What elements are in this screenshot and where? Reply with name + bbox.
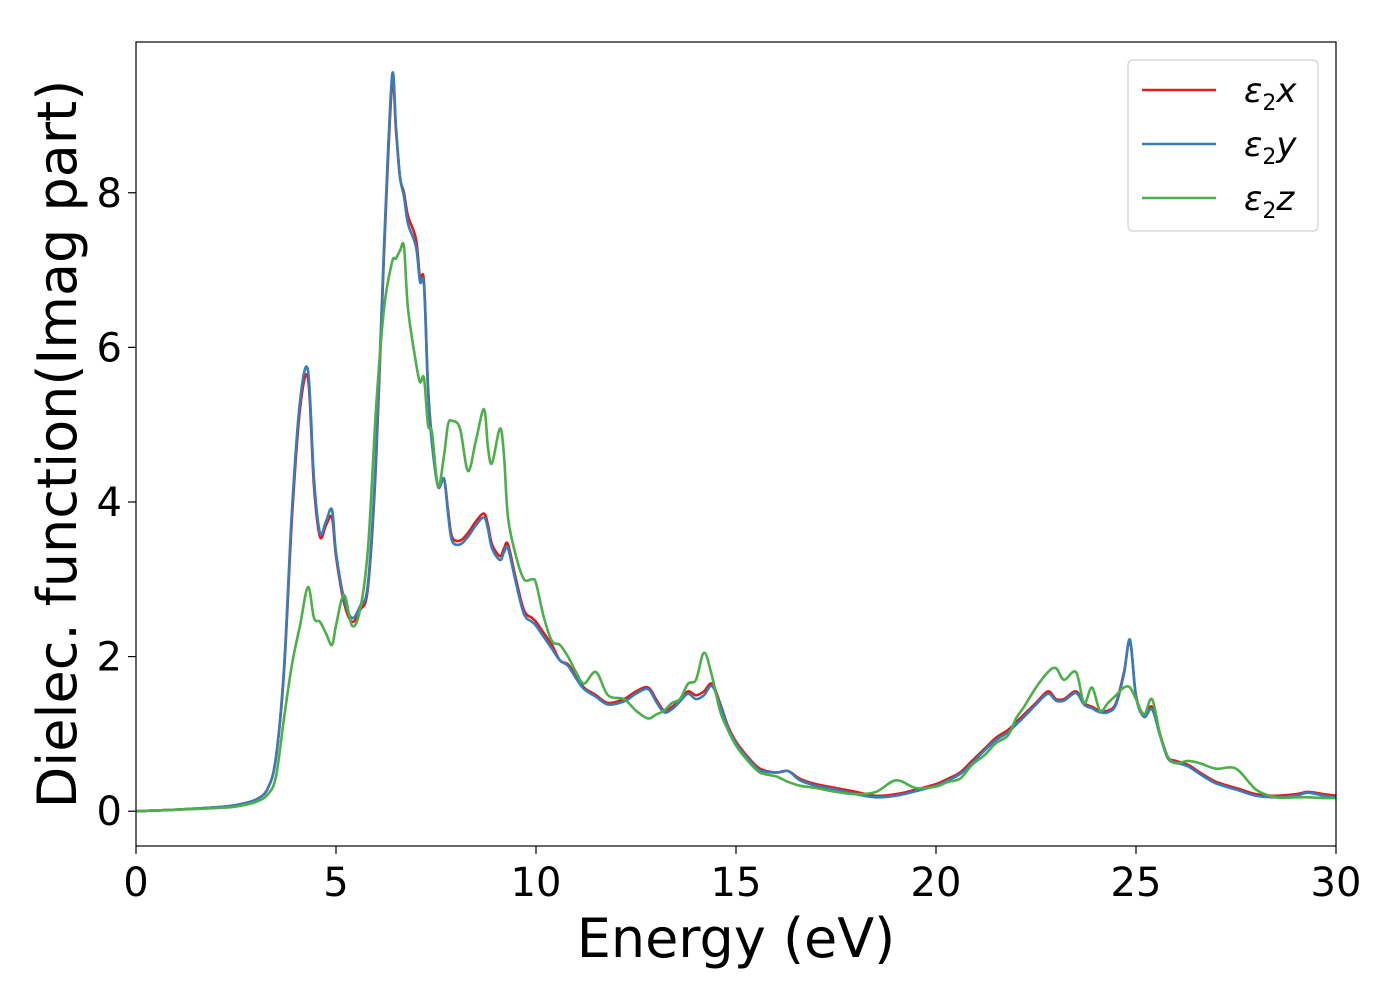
- x-tick-label: 15: [711, 860, 762, 906]
- x-axis-title: Energy (eV): [577, 907, 896, 970]
- y-tick-label: 4: [97, 480, 122, 526]
- y-axis-title: Dielec. function(Imag part): [26, 80, 89, 809]
- series-line-z: [136, 241, 1336, 813]
- y-tick-label: 8: [97, 171, 122, 217]
- x-tick-label: 10: [511, 860, 562, 906]
- series-layer: [136, 71, 1336, 813]
- legend-frame: [1127, 59, 1319, 232]
- x-tick-label: 5: [323, 860, 348, 906]
- legend: ε2x ε2y ε2z: [1127, 59, 1319, 232]
- y-tick-label: 0: [97, 789, 122, 835]
- x-tick-label: 25: [1111, 860, 1162, 906]
- x-tick-label: 30: [1311, 860, 1362, 906]
- y-tick-label: 2: [97, 635, 122, 681]
- y-axis: 0 2 4 6 8: [97, 171, 136, 835]
- x-tick-label: 20: [911, 860, 962, 906]
- legend-label-y: ε2y: [1244, 125, 1297, 170]
- legend-label-x: ε2x: [1244, 71, 1297, 116]
- y-tick-label: 6: [97, 325, 122, 371]
- x-axis: 0 5 10 15 20 25 30: [123, 846, 1361, 906]
- x-tick-label: 0: [123, 860, 148, 906]
- legend-label-z: ε2z: [1244, 179, 1295, 224]
